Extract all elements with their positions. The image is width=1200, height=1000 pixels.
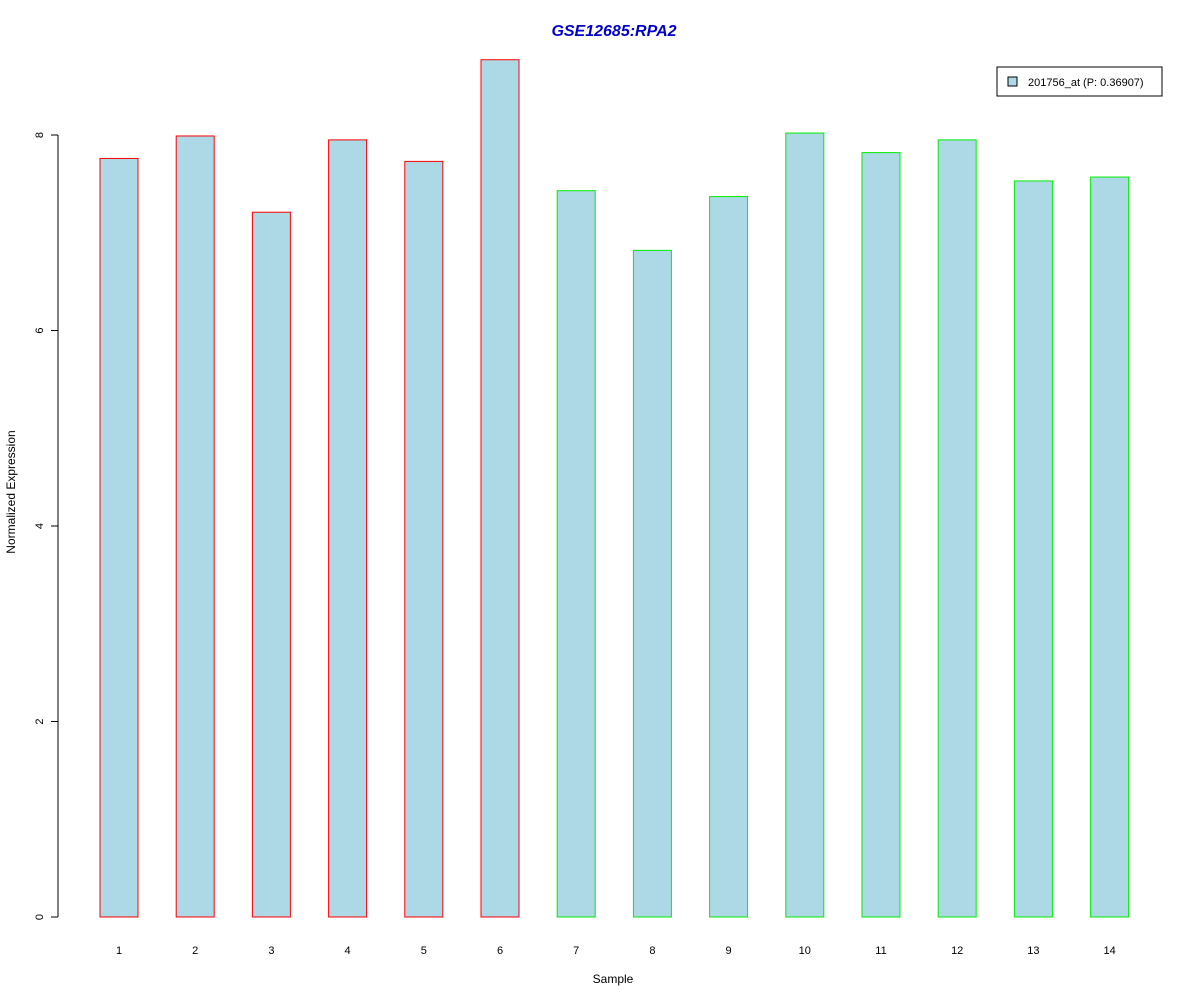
bar-sample-3	[251, 211, 291, 918]
bar-sample-8	[632, 249, 672, 918]
legend-swatch	[1007, 76, 1018, 87]
x-axis-label: Sample	[593, 972, 634, 986]
bar-sample-9	[709, 196, 749, 918]
bar-sample-13	[1013, 180, 1053, 918]
y-tick-label: 8	[34, 132, 46, 138]
bar-sample-1	[99, 157, 139, 918]
bar-sample-11	[861, 152, 901, 918]
bar-sample-14	[1090, 176, 1130, 918]
chart-title: GSE12685:RPA2	[551, 23, 676, 40]
y-tick-label: 2	[34, 718, 46, 724]
y-axis-label: Normalized Expression	[4, 430, 18, 553]
y-tick-label: 4	[34, 523, 46, 529]
x-tick-label: 1	[116, 945, 122, 957]
bar-sample-4	[328, 139, 368, 918]
legend-entry-label: 201756_at (P: 0.36907)	[1028, 77, 1144, 89]
x-tick-label: 3	[268, 945, 274, 957]
x-tick-label: 7	[573, 945, 579, 957]
bar-sample-5	[404, 160, 444, 918]
x-tick-label: 6	[497, 945, 503, 957]
x-tick-label: 13	[1027, 945, 1039, 957]
x-tick-label: 10	[799, 945, 811, 957]
legend-box	[996, 66, 1163, 97]
x-tick-label: 11	[875, 945, 886, 957]
bar-sample-2	[175, 135, 215, 918]
x-tick-label: 9	[726, 945, 732, 957]
x-tick-label: 12	[951, 945, 963, 957]
x-tick-label: 2	[192, 945, 198, 957]
bar-sample-12	[937, 139, 977, 918]
y-tick-label: 6	[34, 327, 46, 333]
legend: 201756_at (P: 0.36907)	[996, 66, 1163, 97]
bar-sample-10	[785, 132, 825, 918]
bar-sample-6	[480, 59, 520, 918]
y-tick-label: 0	[34, 914, 46, 920]
x-tick-label: 4	[345, 945, 351, 957]
x-tick-label: 14	[1103, 945, 1115, 957]
x-tick-labels: 1 2 3 4 5 6 7 8 9 10 11 12 13 14	[116, 945, 1116, 957]
bar-sample-7	[556, 190, 596, 918]
y-axis: 0 2 4 6 8	[34, 132, 59, 920]
x-tick-label: 8	[649, 945, 655, 957]
bars-group	[99, 59, 1130, 918]
x-tick-label: 5	[421, 945, 427, 957]
